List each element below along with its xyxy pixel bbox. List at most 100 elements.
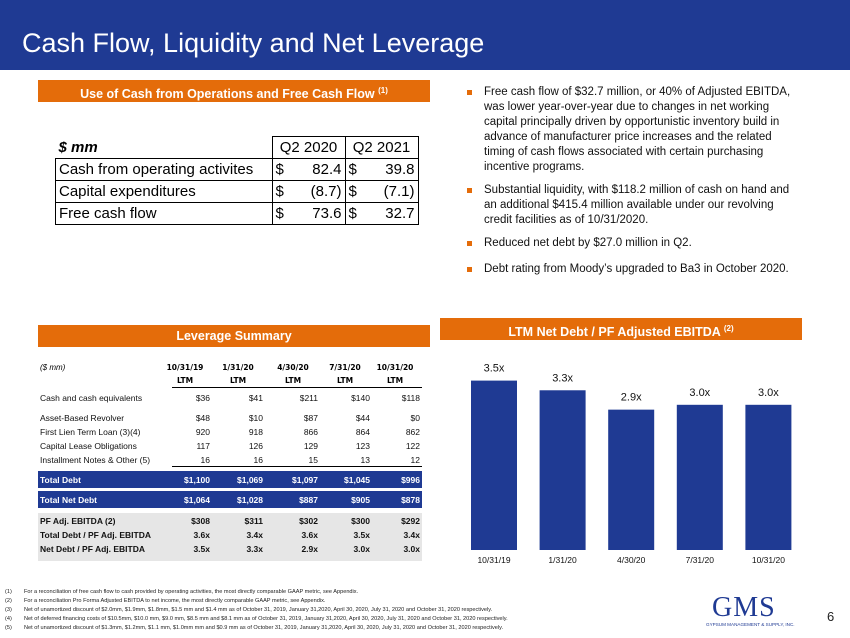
cell: 920 bbox=[195, 427, 210, 437]
cell: $41 bbox=[248, 393, 263, 403]
column-header: Q2 2020 bbox=[271, 136, 346, 159]
cell: 15 bbox=[308, 455, 318, 465]
cell: $118 bbox=[401, 393, 420, 403]
cell: $ bbox=[271, 202, 289, 225]
unit-label: ($ mm) bbox=[40, 363, 66, 372]
cell: 123 bbox=[355, 441, 370, 451]
cell: 3.0x bbox=[403, 544, 420, 554]
column-header: $ mm bbox=[58, 138, 98, 156]
column-header: LTM bbox=[336, 376, 354, 385]
cell: $1,069 bbox=[237, 475, 263, 485]
cell: 16 bbox=[253, 455, 263, 465]
cell: 3.6x bbox=[193, 530, 210, 540]
cell: $10 bbox=[248, 413, 263, 423]
cell: 3.0x bbox=[353, 544, 370, 554]
column-header: 1/31/20 bbox=[222, 363, 254, 372]
page-number: 6 bbox=[827, 609, 835, 624]
bullet-marker bbox=[467, 267, 472, 272]
footnote-text: Net of deferred financing costs of $10.5… bbox=[24, 616, 508, 622]
cell: $292 bbox=[401, 516, 420, 526]
table-row: Cash from operating activites $82.4 $39.8 bbox=[55, 158, 419, 181]
cell: 12 bbox=[410, 455, 420, 465]
cell: 122 bbox=[405, 441, 420, 451]
row-label: Capital Lease Obligations bbox=[40, 441, 137, 451]
cell: $996 bbox=[401, 475, 420, 485]
cell: 3.4x bbox=[403, 530, 420, 540]
column-header: 7/31/20 bbox=[329, 363, 361, 372]
header-bar bbox=[0, 0, 850, 70]
chart-heading: LTM Net Debt / PF Adjusted EBITDA (2) bbox=[440, 318, 802, 340]
sum-rule bbox=[172, 466, 422, 467]
bullet-marker bbox=[467, 188, 472, 193]
logo-tagline: GYPSUM MANAGEMENT & SUPPLY, INC. bbox=[706, 622, 795, 627]
header-rule bbox=[172, 387, 422, 388]
cell: 16 bbox=[200, 455, 210, 465]
column-header: 4/30/20 bbox=[277, 363, 309, 372]
cell: $311 bbox=[244, 516, 263, 526]
bar bbox=[471, 380, 517, 550]
value-label: 3.3x bbox=[552, 372, 573, 384]
row-label: PF Adj. EBITDA (2) bbox=[40, 516, 116, 526]
cell: $878 bbox=[401, 495, 420, 505]
cell: $1,100 bbox=[184, 475, 210, 485]
chart-title-note: (2) bbox=[723, 324, 734, 333]
cell: $1,028 bbox=[237, 495, 263, 505]
row-label: Cash and cash equivalents bbox=[40, 393, 143, 403]
cell: (7.1) bbox=[361, 180, 419, 203]
heading-text: Use of Cash from Operations and Free Cas… bbox=[80, 87, 375, 102]
cell: $ bbox=[344, 158, 362, 181]
x-tick-label: 10/31/20 bbox=[752, 555, 785, 565]
bar bbox=[676, 404, 723, 550]
bar-chart: 3.5x 10/31/19 3.3x 1/31/20 2.9x 4/30/20 3.0x 7/… bbox=[471, 363, 792, 565]
table-row: Capital expenditures $ (8.7) $ (7.1) bbox=[55, 180, 419, 203]
cell: 126 bbox=[248, 441, 263, 451]
column-header: LTM bbox=[229, 376, 247, 385]
x-tick-label: 4/30/20 bbox=[617, 555, 646, 565]
cell: 864 bbox=[355, 427, 370, 437]
cell: $887 bbox=[299, 495, 318, 505]
cell: $140 bbox=[351, 393, 370, 403]
row-label: Total Debt bbox=[40, 475, 81, 485]
slide-title: Cash Flow, Liquidity and Net Leverage bbox=[22, 28, 485, 58]
cell: 117 bbox=[196, 441, 210, 451]
column-header: LTM bbox=[176, 376, 194, 385]
footnote-text: Net of unamortized discount of $2.0mm, $… bbox=[24, 607, 493, 613]
table-row: Free cash flow $73.6 $32.7 bbox=[55, 202, 419, 225]
cell: $ bbox=[344, 180, 362, 203]
cell: $1,097 bbox=[292, 475, 318, 485]
cell: $0 bbox=[410, 413, 420, 423]
footnote-marker: (2) bbox=[5, 598, 12, 604]
bullet-text: Debt rating from Moody’s upgraded to Ba3… bbox=[484, 263, 789, 275]
row-band bbox=[38, 491, 422, 508]
cell: $ bbox=[271, 158, 289, 181]
row-label: Total Net Debt bbox=[40, 495, 97, 505]
row-band bbox=[38, 513, 422, 561]
section-heading: Use of Cash from Operations and Free Cas… bbox=[38, 80, 430, 102]
row-label: Asset-Based Revolver bbox=[40, 413, 125, 423]
footnote-marker: (4) bbox=[5, 616, 12, 622]
footnote-text: For a reconciliation of free cash flow t… bbox=[24, 589, 359, 595]
section-heading: Leverage Summary bbox=[38, 325, 430, 347]
cell: 866 bbox=[303, 427, 318, 437]
value-label: 3.0x bbox=[689, 387, 710, 399]
cash-table: $ mm Q2 2020 Q2 2021 Cash from operating ac… bbox=[55, 136, 419, 225]
cell: $1,045 bbox=[344, 475, 370, 485]
row-label: Capital expenditures bbox=[55, 180, 273, 203]
cell: 39.8 bbox=[361, 158, 419, 181]
column-header: LTM bbox=[284, 376, 302, 385]
row-band bbox=[38, 471, 422, 488]
cell: $87 bbox=[303, 413, 318, 423]
cell: 3.5x bbox=[193, 544, 210, 554]
value-label: 2.9x bbox=[621, 392, 642, 404]
bar bbox=[539, 390, 586, 550]
bullet-text: Substantial liquidity, with $118.2 milli… bbox=[484, 184, 790, 226]
cell: $308 bbox=[191, 516, 210, 526]
row-label: Installment Notes & Other (5) bbox=[40, 455, 151, 465]
x-tick-label: 1/31/20 bbox=[548, 555, 577, 565]
cell: 13 bbox=[360, 455, 370, 465]
row-label: First Lien Term Loan (3)(4) bbox=[40, 427, 141, 437]
column-header: 10/31/19 bbox=[166, 363, 204, 372]
x-tick-label: 10/31/19 bbox=[477, 555, 510, 565]
cell: 2.9x bbox=[301, 544, 318, 554]
